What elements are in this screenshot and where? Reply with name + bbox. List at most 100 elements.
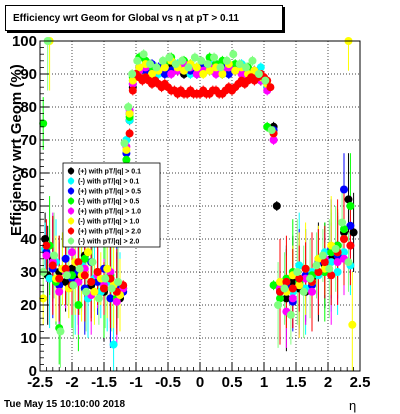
data-point <box>333 258 342 267</box>
data-point <box>90 287 99 296</box>
data-point <box>61 254 70 263</box>
data-point <box>346 241 355 250</box>
data-point <box>235 60 244 69</box>
data-point <box>45 274 54 283</box>
data-point <box>286 310 295 319</box>
y-tick-label: 20 <box>20 297 37 314</box>
chart-title: Efficiency wrt Geom for Global vs η at p… <box>5 5 283 31</box>
data-point <box>301 264 310 273</box>
data-point <box>68 264 76 273</box>
data-point <box>269 281 278 290</box>
x-tick-label: -2.5 <box>27 374 53 391</box>
x-tick-label: 1 <box>260 374 268 391</box>
data-point <box>82 287 91 296</box>
data-point <box>318 251 327 260</box>
data-point <box>254 70 263 78</box>
data-point <box>133 56 142 65</box>
legend-entry: (+) with pT/|q| > 0.5 <box>78 189 141 196</box>
data-point <box>327 271 336 280</box>
data-point <box>94 294 103 303</box>
x-axis-label: η <box>349 398 357 413</box>
data-point <box>167 70 176 78</box>
data-point <box>348 320 357 329</box>
data-point <box>178 56 187 65</box>
data-point <box>229 50 238 59</box>
data-point <box>184 63 193 72</box>
data-point <box>280 284 289 293</box>
y-tick-label: 60 <box>20 165 37 182</box>
y-tick-label: 50 <box>20 198 37 215</box>
data-point <box>55 287 64 296</box>
x-tick-label: 1.5 <box>286 374 307 391</box>
data-point <box>331 244 340 253</box>
data-point <box>344 258 353 267</box>
data-point <box>69 281 78 290</box>
data-point <box>203 60 212 69</box>
data-point <box>88 258 97 267</box>
data-point <box>128 76 137 85</box>
data-point <box>288 277 297 286</box>
data-point <box>210 53 219 62</box>
data-point <box>61 277 70 286</box>
data-point <box>148 70 156 78</box>
legend-entry: (+) with pT/|q| > 1.0 <box>78 209 141 216</box>
data-point <box>293 268 302 276</box>
data-point <box>288 284 297 293</box>
data-point <box>295 261 304 270</box>
data-point <box>248 56 257 65</box>
legend-entry: (+) with pT/|q| > 2.0 <box>78 229 141 236</box>
data-point <box>320 258 329 267</box>
data-point <box>325 264 334 273</box>
x-tick-label: 0 <box>196 374 204 391</box>
data-point <box>42 251 51 260</box>
data-point <box>61 264 70 273</box>
data-point <box>205 66 214 75</box>
legend-entry: (-) with pT/|q| > 1.0 <box>78 219 139 226</box>
timestamp-footer: Tue May 15 10:10:00 2018 <box>4 399 126 410</box>
legend: (+) with pT/|q| > 0.1 (-) with pT/|q| > 0… <box>62 162 161 248</box>
data-point <box>109 340 118 349</box>
data-point <box>314 268 323 276</box>
data-point <box>282 277 291 286</box>
data-point <box>266 83 275 92</box>
x-tick-label: 0.5 <box>222 374 243 391</box>
data-point <box>312 261 321 270</box>
data-point <box>276 277 284 286</box>
y-tick-labels: 0 10 20 30 40 50 60 70 80 90 100 <box>12 33 37 380</box>
data-point <box>295 281 304 290</box>
data-point <box>106 294 115 303</box>
data-point <box>114 277 123 286</box>
data-point <box>224 70 233 78</box>
data-point <box>192 63 201 72</box>
data-point <box>276 294 284 303</box>
data-point <box>100 284 108 293</box>
data-point <box>333 268 342 276</box>
data-point <box>152 63 161 72</box>
data-point <box>128 86 137 95</box>
data-point <box>340 185 348 194</box>
y-tick-label: 30 <box>20 264 37 281</box>
data-point <box>299 287 308 296</box>
data-point <box>261 76 270 85</box>
data-point <box>42 241 51 250</box>
data-point <box>107 284 116 293</box>
legend-entry: (-) with pT/|q| > 2.0 <box>78 239 139 246</box>
y-tick-label: 10 <box>20 330 37 347</box>
data-point <box>55 274 64 283</box>
data-point <box>160 63 169 72</box>
data-point <box>39 119 48 128</box>
data-point <box>282 294 291 303</box>
data-point <box>128 70 137 78</box>
data-point <box>308 287 316 296</box>
data-point <box>93 268 102 276</box>
data-point <box>48 261 57 270</box>
data-point <box>125 129 134 138</box>
data-point <box>124 103 133 111</box>
data-point <box>222 56 231 65</box>
data-point <box>346 221 355 230</box>
data-point <box>272 202 281 210</box>
legend-entry: (+) with pT/|q| > 0.1 <box>78 169 141 176</box>
data-point <box>87 277 96 286</box>
y-tick-label: 90 <box>20 66 37 83</box>
